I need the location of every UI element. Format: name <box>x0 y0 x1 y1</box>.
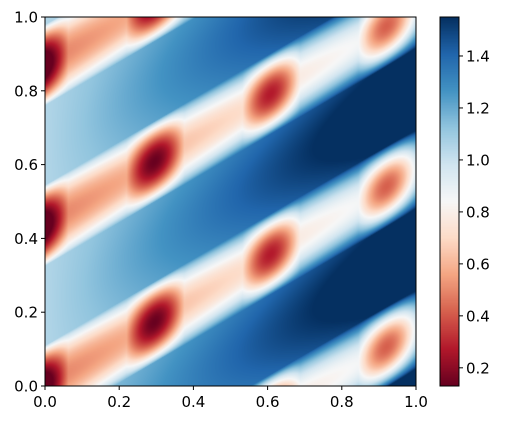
y-tick-label: 1.0 <box>14 9 38 27</box>
x-tick-label: 0.8 <box>330 393 354 411</box>
plot-frame <box>44 16 417 387</box>
x-tick-label: 0.2 <box>107 393 131 411</box>
colorbar-tick-label: 1.2 <box>466 99 490 117</box>
y-axis: 0.0 0.2 0.4 0.6 0.8 1.0 <box>14 9 45 396</box>
colorbar-frame <box>439 16 460 387</box>
x-tick-label: 0.4 <box>181 393 205 411</box>
y-tick-label: 0.6 <box>14 156 38 174</box>
colorbar-tick-label: 0.6 <box>466 255 490 273</box>
colorbar-tick-label: 0.2 <box>466 359 490 377</box>
colorbar-tick-label: 0.4 <box>466 307 490 325</box>
colorbar-axis: 0.2 0.4 0.6 0.8 1.0 1.2 1.4 <box>459 47 490 377</box>
y-tick-label: 0.8 <box>14 82 38 100</box>
colorbar-tick-label: 1.0 <box>466 151 490 169</box>
colorbar-gradient <box>440 17 459 386</box>
heatmap-field <box>45 17 416 386</box>
x-tick-label: 0.0 <box>33 393 57 411</box>
y-tick-label: 0.0 <box>14 378 38 396</box>
colorbar-tick-label: 1.4 <box>466 47 490 65</box>
y-tick-label: 0.4 <box>14 230 38 248</box>
x-tick-label: 0.6 <box>256 393 280 411</box>
x-tick-label: 1.0 <box>404 393 428 411</box>
x-axis: 0.0 0.2 0.4 0.6 0.8 1.0 <box>33 386 428 411</box>
y-tick-label: 0.2 <box>14 304 38 322</box>
colorbar-tick-label: 0.8 <box>466 203 490 221</box>
